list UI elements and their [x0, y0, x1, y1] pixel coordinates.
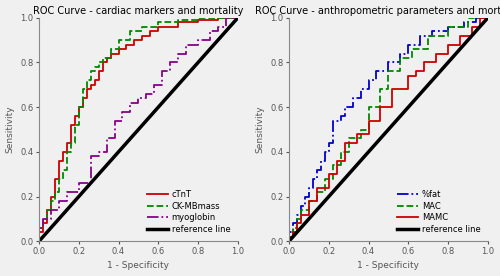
X-axis label: 1 - Specificity: 1 - Specificity	[108, 261, 170, 270]
Y-axis label: Sensitivity: Sensitivity	[256, 106, 264, 153]
Title: ROC Curve - anthropometric parameters and mortality: ROC Curve - anthropometric parameters an…	[254, 6, 500, 15]
Legend: cTnT, CK-MBmass, myoglobin, reference line: cTnT, CK-MBmass, myoglobin, reference li…	[144, 187, 234, 237]
Title: ROC Curve - cardiac markers and mortality: ROC Curve - cardiac markers and mortalit…	[33, 6, 244, 15]
Y-axis label: Sensitivity: Sensitivity	[6, 106, 15, 153]
X-axis label: 1 - Specificity: 1 - Specificity	[358, 261, 420, 270]
Legend: %fat, MAC, MAMC, reference line: %fat, MAC, MAMC, reference line	[394, 187, 484, 237]
